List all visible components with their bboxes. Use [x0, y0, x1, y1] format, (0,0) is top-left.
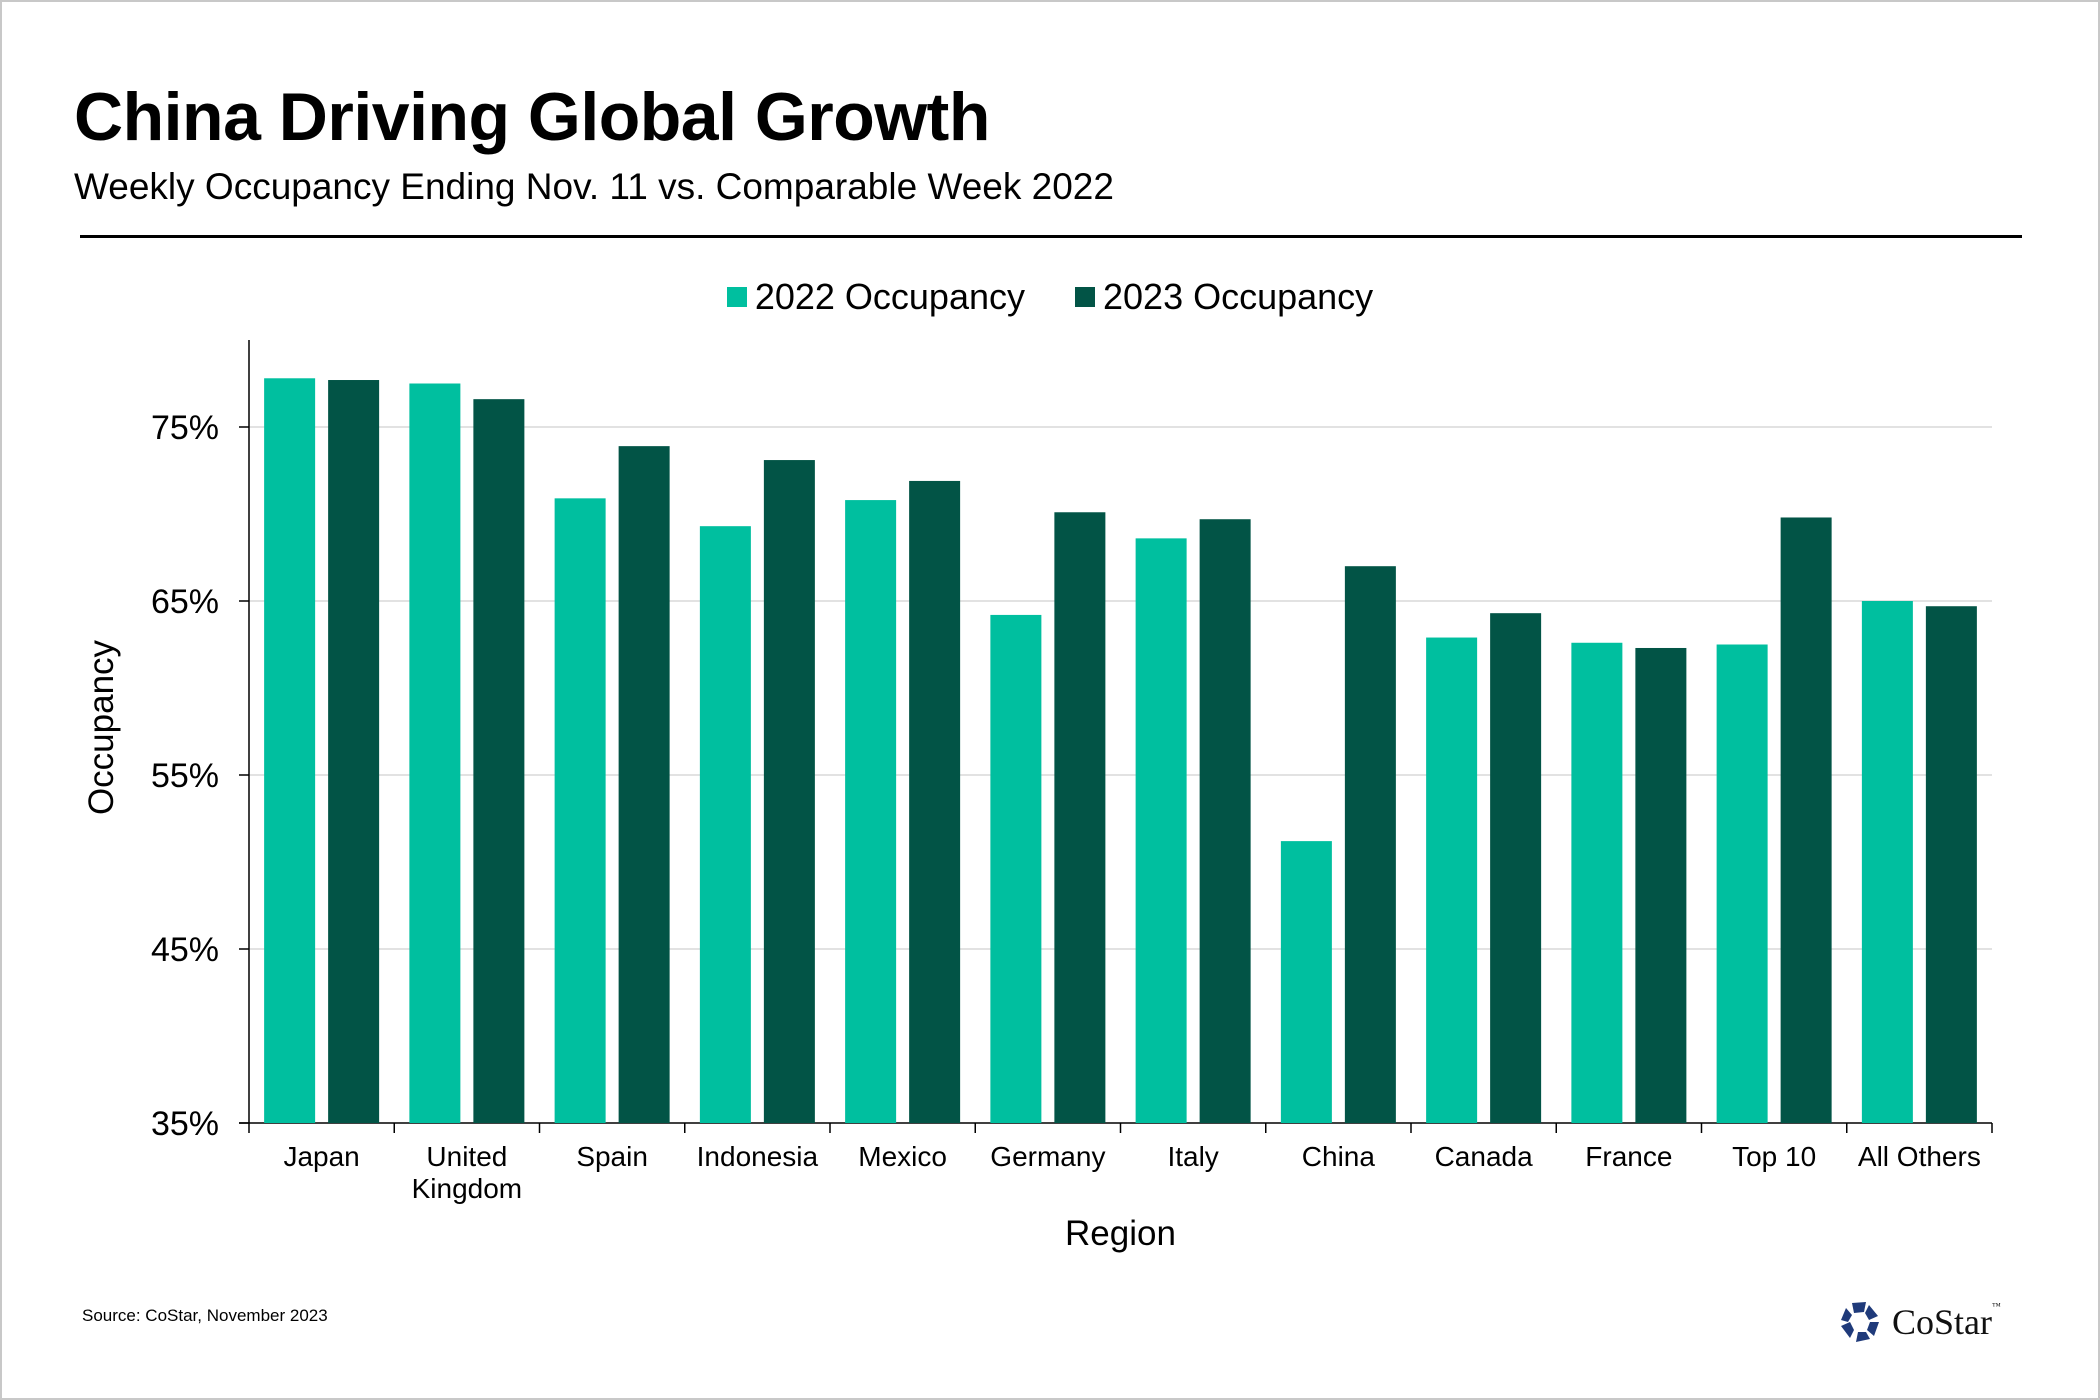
bar-2023	[1199, 519, 1251, 1123]
legend-item-2023: 2023 Occupancy	[1075, 276, 1373, 318]
bar-2023	[909, 480, 961, 1123]
bar-2023	[328, 380, 380, 1123]
x-tick-label: United	[426, 1141, 507, 1172]
bar-2022	[409, 383, 461, 1123]
y-tick-label: 65%	[151, 583, 219, 621]
legend-label-2023: 2023 Occupancy	[1103, 276, 1374, 317]
y-tick-label: 35%	[151, 1105, 219, 1143]
x-tick-label: France	[1585, 1141, 1672, 1172]
bar-2023	[1925, 606, 1977, 1123]
bar-2022	[1716, 644, 1768, 1123]
legend-label-2022: 2022 Occupancy	[754, 276, 1025, 317]
bar-2023	[473, 399, 525, 1123]
bar-2023	[618, 446, 670, 1123]
bar-2023	[1635, 647, 1687, 1123]
x-axis-title: Region	[1065, 1214, 1176, 1253]
bar-2022	[554, 498, 606, 1124]
chart-title: China Driving Global Growth	[74, 79, 990, 155]
y-tick-label: 75%	[151, 409, 219, 447]
bar-2022	[1571, 642, 1623, 1123]
x-tick-label: Canada	[1435, 1141, 1534, 1172]
bar-2023	[1780, 517, 1832, 1123]
bar-2022	[1426, 637, 1478, 1123]
costar-star-icon	[1841, 1302, 1879, 1342]
bar-2022	[264, 378, 316, 1123]
x-tick-label: All Others	[1858, 1141, 1981, 1172]
bar-2023	[1054, 512, 1106, 1123]
x-tick-label: China	[1302, 1141, 1376, 1172]
x-tick-label: Japan	[283, 1141, 359, 1172]
source-note: Source: CoStar, November 2023	[82, 1306, 328, 1325]
bar-2022	[699, 526, 751, 1123]
x-tick-label: Italy	[1167, 1141, 1218, 1172]
y-tick-label: 55%	[151, 757, 219, 795]
x-tick-label: Kingdom	[412, 1173, 523, 1204]
bar-2023	[1490, 613, 1542, 1123]
title-divider	[80, 235, 2022, 238]
costar-logo: CoStar™	[1838, 1300, 2001, 1344]
x-tick-label: Mexico	[858, 1141, 947, 1172]
x-tick-label: Spain	[576, 1141, 648, 1172]
bar-2023	[763, 460, 815, 1123]
y-axis-title: Occupancy	[82, 639, 121, 815]
costar-logo-text: CoStar™	[1892, 1301, 2001, 1342]
bar-2022	[845, 500, 897, 1124]
y-tick-label: 45%	[151, 931, 219, 969]
bar-2022	[1280, 841, 1332, 1123]
bar-2022	[1135, 538, 1187, 1123]
legend: 2022 Occupancy 2023 Occupancy	[0, 276, 2100, 318]
legend-swatch-2023	[1075, 287, 1095, 307]
legend-swatch-2022	[726, 287, 747, 307]
bar-2023	[1344, 566, 1396, 1123]
x-tick-label: Top 10	[1732, 1141, 1816, 1172]
legend-item-2022: 2022 Occupancy	[726, 276, 1025, 318]
x-tick-label: Indonesia	[697, 1141, 819, 1172]
bar-2022	[1861, 601, 1913, 1123]
chart-subtitle: Weekly Occupancy Ending Nov. 11 vs. Comp…	[74, 166, 1114, 207]
bar-2022	[990, 614, 1042, 1123]
x-tick-label: Germany	[990, 1141, 1105, 1172]
